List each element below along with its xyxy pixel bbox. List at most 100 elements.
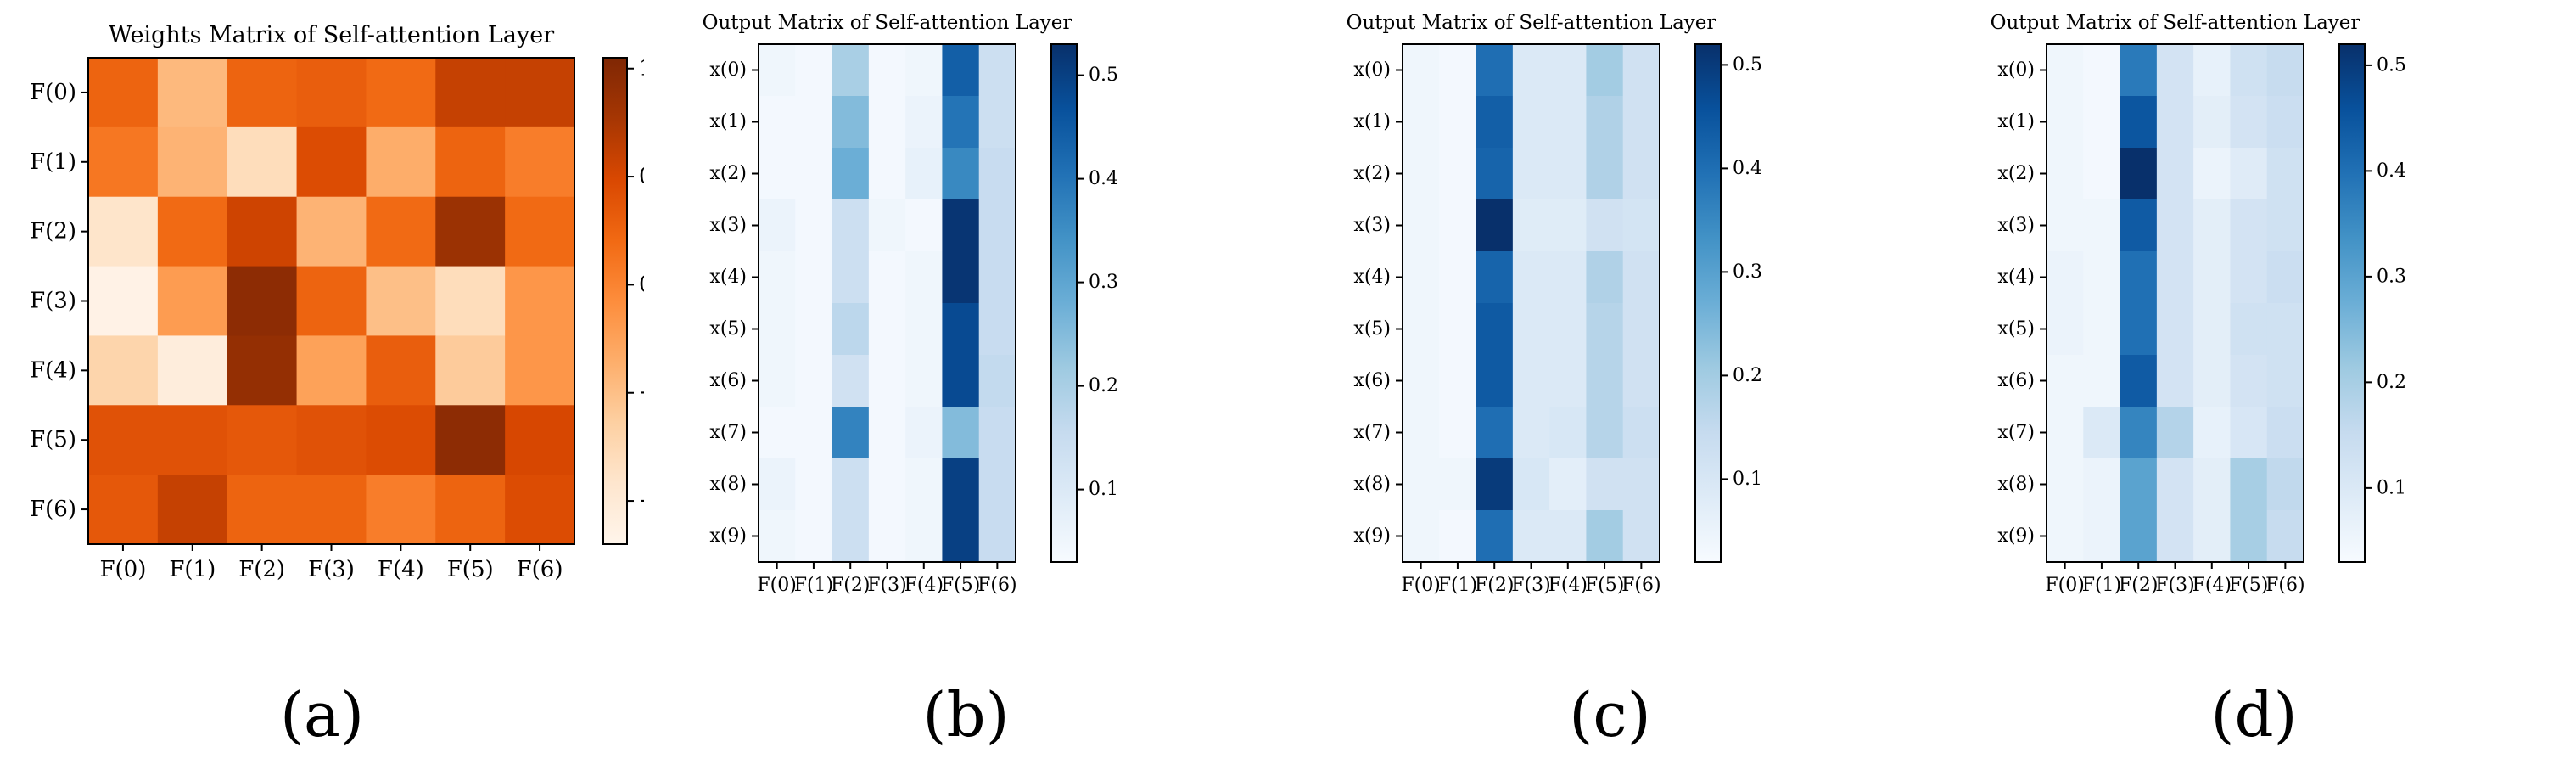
chart-title: Output Matrix of Self-attention Layer: [1991, 12, 2360, 34]
colorbar-tick-label: 0.4: [1733, 158, 1762, 179]
heatmap-cell: [2047, 458, 2084, 511]
heatmap-cell: [2156, 96, 2194, 149]
heatmap-cell: [2083, 251, 2121, 304]
heatmap-cell: [1439, 148, 1477, 200]
heatmap-cell: [1512, 458, 1550, 511]
heatmap-cell: [2266, 510, 2304, 563]
heatmap-cell: [2120, 303, 2158, 356]
heatmap-cell: [795, 44, 833, 97]
heatmap-cell: [1476, 148, 1514, 200]
heatmap-cell: [157, 405, 228, 475]
heatmap-cell: [759, 199, 796, 252]
heatmap-cell: [296, 196, 367, 267]
heatmap-cell: [505, 58, 575, 128]
heatmap-cell: [2156, 510, 2194, 563]
y-tick-label: F(0): [30, 80, 76, 105]
heatmap-cell: [1403, 251, 1440, 304]
x-tick-label: F(0): [1401, 575, 1440, 596]
weights-heatmap-chart: Weights Matrix of Self-attention Layer F(…: [30, 22, 644, 582]
heatmap-cell: [942, 199, 980, 252]
heatmap-cell: [2120, 148, 2158, 200]
colorbar-tick-label: 0.5: [2377, 54, 2406, 76]
x-tick-label: F(5): [2229, 575, 2268, 596]
heatmap-cell: [1439, 44, 1477, 97]
heatmap-cell: [1403, 355, 1440, 407]
heatmap-cell: [296, 58, 367, 128]
heatmap-cell: [905, 44, 944, 97]
heatmap-cell: [905, 148, 944, 200]
heatmap-cell: [157, 196, 228, 267]
heatmap-cell: [759, 303, 796, 356]
heatmap-cell: [435, 266, 506, 337]
heatmap-cell: [435, 58, 506, 128]
colorbar-tick-label: 0.5: [639, 164, 644, 189]
heatmap-cell: [1622, 199, 1660, 252]
colorbar-tick-label: 0.2: [1089, 375, 1118, 396]
heatmap-cell: [2120, 199, 2158, 252]
x-tick-label: F(4): [904, 575, 944, 596]
heatmap-cell: [157, 475, 228, 545]
heatmap-cell: [2230, 148, 2268, 200]
x-tick-label: F(1): [794, 575, 833, 596]
heatmap-cell: [759, 148, 796, 200]
heatmap-cell: [1549, 96, 1588, 149]
heatmap-cell: [1549, 251, 1588, 304]
heatmap-cell: [2230, 199, 2268, 252]
heatmap-cell: [505, 126, 575, 198]
heatmap-cell: [1403, 303, 1440, 356]
heatmap-cell: [435, 475, 506, 545]
heatmap-cell: [157, 335, 228, 406]
heatmap-cell: [2083, 407, 2121, 459]
y-tick-label: x(4): [1997, 267, 2035, 288]
heatmap-cell: [1476, 510, 1514, 563]
colorbar-tick-label: 0.4: [2377, 160, 2406, 182]
heatmap-cell: [2156, 199, 2194, 252]
heatmap-cell: [2156, 355, 2194, 407]
y-tick-label: x(5): [1353, 318, 1391, 340]
heatmap-cell: [435, 405, 506, 475]
heatmap-cell: [1403, 199, 1440, 252]
x-tick-label: F(5): [1585, 575, 1624, 596]
heatmap-cell: [88, 475, 159, 545]
heatmap-cell: [1549, 148, 1588, 200]
heatmap-cell: [2266, 458, 2304, 511]
heatmap-cell: [832, 303, 870, 356]
heatmap-cell: [759, 251, 796, 304]
heatmap-cell: [2193, 355, 2232, 407]
heatmap-cell: [366, 405, 436, 475]
colorbar: [1694, 43, 1722, 563]
x-tick-label: F(1): [1438, 575, 1477, 596]
y-tick-label: x(2): [1997, 163, 2035, 184]
y-tick-label: x(3): [709, 215, 747, 236]
y-tick-label: x(0): [1353, 59, 1391, 81]
heatmap-cell: [2193, 510, 2232, 563]
heatmap-cell: [1586, 355, 1624, 407]
colorbar-tick-label: 0.3: [1733, 261, 1762, 283]
x-tick-label: F(2): [831, 575, 870, 596]
heatmap-cell: [832, 355, 870, 407]
heatmap-cell: [2193, 407, 2232, 459]
heatmap-cell: [978, 510, 1016, 563]
heatmap-cell: [1476, 199, 1514, 252]
heatmap-cell: [942, 510, 980, 563]
y-tick-label: x(0): [709, 59, 747, 81]
y-tick-label: x(9): [1997, 525, 2035, 547]
heatmap-cell: [2266, 303, 2304, 356]
heatmap-cell: [1549, 510, 1588, 563]
x-tick-label: F(3): [308, 557, 355, 582]
heatmap-cell: [2083, 458, 2121, 511]
heatmap-cell: [227, 266, 298, 337]
heatmap-cell: [296, 126, 367, 198]
heatmap-cell: [795, 458, 833, 511]
heatmap-cell: [2230, 510, 2268, 563]
colorbar-tick-label: 0.0: [639, 272, 644, 297]
x-tick-label: F(3): [867, 575, 906, 596]
heatmap-cell: [1476, 355, 1514, 407]
x-tick-label: F(4): [2192, 575, 2232, 596]
chart-title: Output Matrix of Self-attention Layer: [703, 12, 1072, 34]
panel-label-a: (a): [279, 679, 365, 750]
heatmap-cell: [2230, 251, 2268, 304]
heatmap-cell: [1586, 251, 1624, 304]
y-tick-label: x(6): [1997, 370, 2035, 391]
heatmap-cell: [868, 251, 906, 304]
